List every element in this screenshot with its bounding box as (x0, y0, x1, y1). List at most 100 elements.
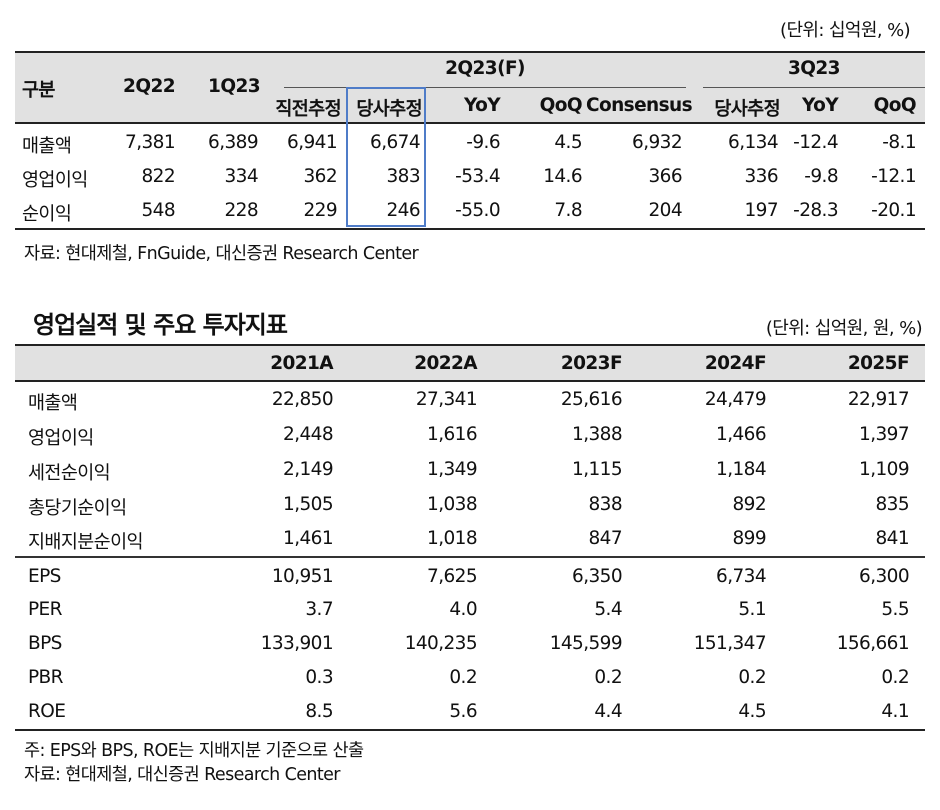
cell: 334 (224, 166, 258, 187)
cell: 2,149 (283, 459, 334, 480)
cell: 10,951 (271, 566, 334, 587)
cell: 0.3 (305, 667, 333, 688)
row-label: 세전순이익 (28, 463, 111, 484)
cell: 1,388 (572, 424, 623, 445)
table1-group-rule-3q23 (703, 87, 925, 88)
our-estimate-highlight-box (346, 87, 426, 227)
cell: 822 (141, 166, 175, 187)
cell: 0.2 (449, 667, 477, 688)
table2-bottom-rule (15, 729, 925, 731)
cell: 6,932 (632, 132, 683, 153)
row-label: 영업이익 (28, 428, 94, 449)
cell: 8.5 (305, 701, 333, 722)
cell: 145,599 (549, 633, 623, 654)
table2-header-2023f: 2023F (560, 353, 623, 374)
table2-title: 영업실적 및 주요 투자지표 (33, 311, 288, 339)
cell: 6,674 (370, 132, 421, 153)
row-label: ROE (28, 701, 66, 722)
cell: 2,448 (283, 424, 334, 445)
cell: 1,397 (859, 424, 910, 445)
cell: 4.5 (554, 132, 582, 153)
cell: 6,300 (859, 566, 910, 587)
table1-unit: (단위: 십억원, %) (780, 20, 911, 41)
row-label: 순이익 (22, 204, 72, 225)
cell: 847 (588, 528, 622, 549)
table2-header-2021a: 2021A (270, 353, 333, 374)
cell: -12.4 (793, 132, 838, 153)
row-label: 매출액 (28, 393, 78, 414)
row-label: 영업이익 (22, 170, 88, 191)
cell: 362 (303, 166, 337, 187)
cell: 22,917 (847, 389, 910, 410)
cell: 6,134 (728, 132, 779, 153)
table2-header-2022a: 2022A (414, 353, 477, 374)
cell: 1,616 (427, 424, 478, 445)
cell: -12.1 (871, 166, 916, 187)
cell: 0.2 (881, 667, 909, 688)
cell: -20.1 (871, 200, 916, 221)
cell: 5.6 (449, 701, 477, 722)
table2-source: 자료: 현대제철, 대신증권 Research Center (24, 765, 340, 785)
table1-header-category: 구분 (22, 80, 55, 101)
cell: 4.0 (449, 599, 477, 620)
cell: 228 (224, 200, 258, 221)
table2-header-bg (15, 345, 925, 380)
cell: 6,350 (572, 566, 623, 587)
table1-sub-our-est-3q: 당사추정 (714, 99, 780, 120)
cell: 1,466 (716, 424, 767, 445)
table1-sub-qoq: QoQ (539, 95, 583, 116)
table2-header-rule (15, 380, 925, 382)
cell: 1,038 (427, 494, 478, 515)
row-label: PER (28, 599, 63, 620)
table2-header-2025f: 2025F (847, 353, 910, 374)
table1-sub-consensus: Consensus (586, 95, 693, 116)
row-label: BPS (28, 633, 62, 654)
table1-sub-yoy: YoY (463, 95, 501, 116)
cell: -9.6 (466, 132, 500, 153)
cell: 835 (875, 494, 909, 515)
table1-source: 자료: 현대제철, FnGuide, 대신증권 Research Center (24, 244, 419, 264)
cell: 25,616 (560, 389, 623, 410)
cell: 1,184 (716, 459, 767, 480)
row-label: 총당기순이익 (28, 498, 127, 519)
cell: 246 (386, 200, 420, 221)
table1-sub-our-est: 당사추정 (356, 99, 422, 120)
row-label: PBR (28, 667, 64, 688)
cell: 841 (875, 528, 909, 549)
cell: 14.6 (543, 166, 582, 187)
row-label: EPS (28, 566, 61, 587)
cell: -53.4 (455, 166, 500, 187)
cell: 0.2 (738, 667, 766, 688)
table1-bottom-rule (15, 228, 925, 230)
cell: 5.1 (738, 599, 766, 620)
table1-header-2q22: 2Q22 (123, 76, 176, 97)
cell: 1,349 (427, 459, 478, 480)
cell: -9.8 (804, 166, 838, 187)
cell: 4.5 (738, 701, 766, 722)
table1-header-2q23: 2Q23(F) (445, 58, 525, 79)
table2-unit: (단위: 십억원, 원, %) (765, 318, 923, 339)
cell: 22,850 (271, 389, 334, 410)
cell: 6,941 (287, 132, 338, 153)
cell: 892 (732, 494, 766, 515)
table1-top-rule (15, 51, 925, 53)
cell: 4.1 (881, 701, 909, 722)
cell: 7,381 (125, 132, 176, 153)
cell: -8.1 (882, 132, 916, 153)
table2-mid-rule (15, 556, 925, 558)
cell: 7,625 (427, 566, 478, 587)
table1-sub-yoy-3q: YoY (801, 95, 839, 116)
cell: 1,505 (283, 494, 334, 515)
table1-sub-qoq-3q: QoQ (873, 95, 917, 116)
table1-header-rule (15, 122, 925, 124)
cell: 383 (386, 166, 420, 187)
cell: 366 (648, 166, 682, 187)
cell: 7.8 (554, 200, 582, 221)
table1-header-3q23: 3Q23 (788, 58, 841, 79)
table2-top-rule (15, 344, 925, 346)
cell: 156,661 (836, 633, 910, 654)
cell: 229 (303, 200, 337, 221)
cell: 0.2 (594, 667, 622, 688)
cell: 6,734 (716, 566, 767, 587)
cell: 899 (732, 528, 766, 549)
